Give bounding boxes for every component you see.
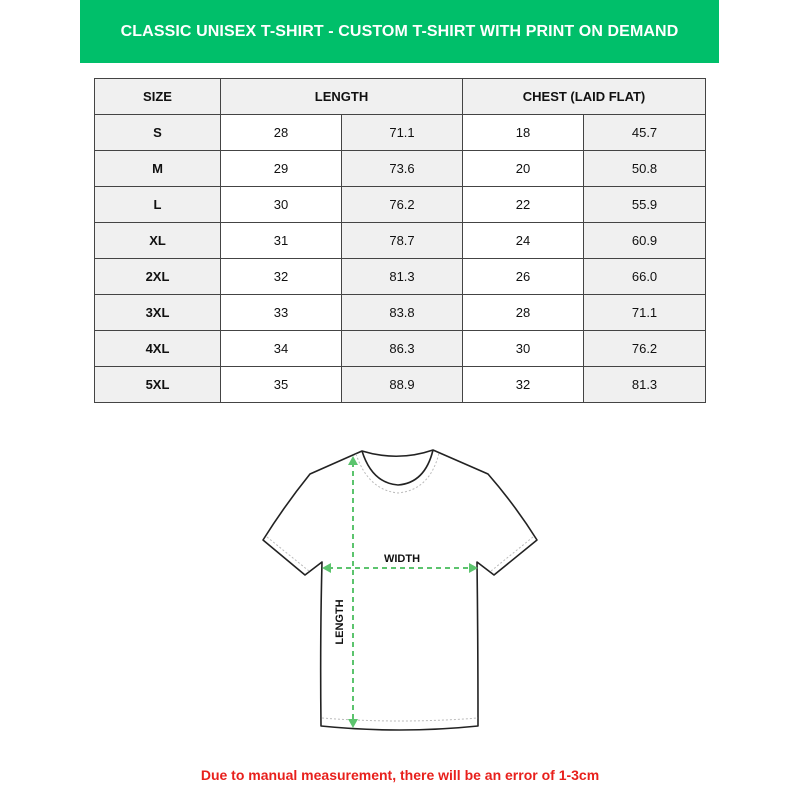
size-cell: 3XL	[94, 294, 221, 331]
table-header-row: SIZE LENGTH CHEST (LAID FLAT)	[94, 78, 707, 115]
chest-cm-cell: 81.3	[583, 366, 707, 403]
length-cm-cell: 83.8	[340, 294, 464, 331]
chest-in-cell: 32	[462, 366, 585, 403]
size-chart-table: SIZE LENGTH CHEST (LAID FLAT) S 28 71.1 18 4…	[94, 78, 707, 403]
length-label: LENGTH	[334, 599, 346, 644]
table-row: 5XL 35 88.9 32 81.3	[94, 366, 707, 403]
length-in-cell: 33	[220, 294, 342, 331]
length-cm-cell: 76.2	[340, 186, 464, 223]
length-cm-cell: 73.6	[340, 150, 464, 187]
table-row: M 29 73.6 20 50.8	[94, 150, 707, 187]
header-size: SIZE	[94, 78, 221, 115]
table-row: XL 31 78.7 24 60.9	[94, 222, 707, 259]
width-label: WIDTH	[384, 553, 420, 565]
size-cell: 5XL	[94, 366, 221, 403]
chest-in-cell: 28	[462, 294, 585, 331]
chest-cm-cell: 55.9	[583, 186, 707, 223]
chest-cm-cell: 66.0	[583, 258, 707, 295]
page-title: CLASSIC UNISEX T-SHIRT - CUSTOM T-SHIRT …	[120, 22, 679, 40]
size-cell: 2XL	[94, 258, 221, 295]
length-in-cell: 29	[220, 150, 342, 187]
length-cm-cell: 81.3	[340, 258, 464, 295]
table-row: 3XL 33 83.8 28 71.1	[94, 294, 707, 331]
chest-cm-cell: 50.8	[583, 150, 707, 187]
length-in-cell: 28	[220, 114, 342, 151]
tshirt-outline	[262, 449, 538, 731]
length-in-cell: 35	[220, 366, 342, 403]
chest-in-cell: 18	[462, 114, 585, 151]
size-cell: L	[94, 186, 221, 223]
header-chest: CHEST (LAID FLAT)	[462, 78, 707, 115]
tshirt-collar	[361, 449, 434, 486]
title-banner: CLASSIC UNISEX T-SHIRT - CUSTOM T-SHIRT …	[80, 0, 719, 63]
length-cm-cell: 86.3	[340, 330, 464, 367]
length-cm-cell: 88.9	[340, 366, 464, 403]
length-cm-cell: 71.1	[340, 114, 464, 151]
chest-in-cell: 30	[462, 330, 585, 367]
length-cm-cell: 78.7	[340, 222, 464, 259]
measurement-note: Due to manual measurement, there will be…	[200, 767, 600, 783]
size-cell: S	[94, 114, 221, 151]
chest-in-cell: 20	[462, 150, 585, 187]
chest-in-cell: 26	[462, 258, 585, 295]
size-cell: 4XL	[94, 330, 221, 367]
size-cell: XL	[94, 222, 221, 259]
chest-in-cell: 24	[462, 222, 585, 259]
chest-cm-cell: 71.1	[583, 294, 707, 331]
size-cell: M	[94, 150, 221, 187]
length-in-cell: 30	[220, 186, 342, 223]
table-row: S 28 71.1 18 45.7	[94, 114, 707, 151]
chest-cm-cell: 60.9	[583, 222, 707, 259]
